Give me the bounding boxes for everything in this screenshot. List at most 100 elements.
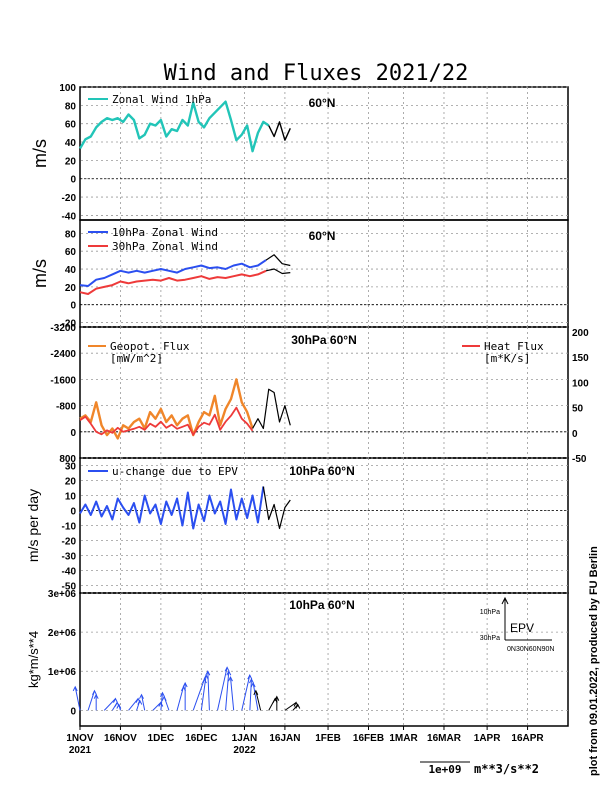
y-tick-label: 0: [70, 301, 76, 312]
legend-label: 10hPa Zonal Wind: [112, 226, 218, 239]
y-tick-label: -40: [62, 567, 77, 578]
y-tick-label: 30: [65, 462, 77, 473]
inset-xticks: 0N30N60N90N: [507, 646, 554, 653]
y-tick-label: 60: [65, 120, 77, 131]
epv-arrow: [87, 690, 95, 711]
x-year-label: 2021: [69, 745, 92, 756]
epv-arrowhead: [274, 695, 280, 701]
y-tick-label: -3200: [50, 323, 76, 334]
y-tick-label: 40: [65, 138, 77, 149]
epv-arrowhead: [137, 699, 143, 705]
epv-arrow: [225, 671, 230, 711]
epv-arrowhead: [158, 701, 164, 707]
epv-arrowhead: [160, 691, 165, 697]
epv-arrow: [200, 675, 207, 711]
y-tick-label: -800: [56, 402, 76, 413]
vector-scale-label: 1e+09: [428, 763, 461, 776]
series-line: [79, 259, 267, 287]
series-line: [265, 268, 291, 275]
y-axis-label: m/s per day: [25, 489, 41, 562]
series-line: [265, 254, 291, 267]
series-line: [262, 486, 291, 530]
y-tick-label: -2400: [50, 349, 76, 360]
y-tick-label: -10: [62, 522, 77, 533]
epv-arrow: [176, 686, 184, 711]
y-tick-label: 20: [65, 283, 77, 294]
y-axis-label: m/s: [30, 259, 50, 288]
panel-frame: [79, 592, 569, 727]
x-tick-label: 1NOV: [66, 733, 94, 744]
epv-arrowhead: [93, 693, 99, 699]
y-tick-label: 0: [70, 507, 76, 518]
panel-label: 30hPa 60°N: [291, 333, 357, 347]
y-tick-label: 80: [65, 101, 77, 112]
epv-arrow: [128, 698, 139, 711]
x-tick-label: 1JAN: [232, 733, 258, 744]
epv-arrow: [160, 692, 163, 711]
y-tick-label: -20: [62, 537, 77, 548]
data-marks: [72, 100, 301, 711]
series-line: [78, 100, 270, 153]
x-tick-label: 1MAR: [389, 733, 418, 744]
y-tick-label: -40: [62, 211, 77, 222]
y-tick-label: 20: [65, 477, 77, 488]
legend-label: Zonal Wind 1hPa: [112, 93, 211, 106]
epv-arrow: [255, 690, 262, 711]
y-tick-label: 40: [65, 265, 77, 276]
y-tick-label-right: 50: [572, 404, 584, 415]
inset-arrowhead: [501, 596, 509, 605]
inset-ytick: 30hPa: [480, 635, 500, 642]
y-tick-label: 0: [70, 175, 76, 186]
series-line: [252, 388, 291, 430]
legend-units: [mW/m^2]: [110, 352, 163, 365]
x-tick-label: 1FEB: [315, 733, 341, 744]
y-tick-label: 0: [70, 706, 76, 717]
x-tick-label: 16DEC: [185, 733, 217, 744]
y-tick-label: 2e+06: [48, 628, 77, 639]
epv-arrow: [207, 671, 210, 711]
epv-arrowhead: [247, 674, 253, 680]
legend-label: 30hPa Zonal Wind: [112, 240, 218, 253]
y-tick-label-right: 100: [572, 378, 589, 389]
x-tick-label: 1APR: [474, 733, 501, 744]
y-tick-label: -50: [62, 582, 77, 593]
vector-scale-units: m**3/s**2: [474, 762, 539, 776]
epv-arrow: [103, 698, 116, 711]
epv-arrow: [241, 675, 251, 711]
series-line: [79, 406, 254, 436]
epv-arrowhead: [253, 689, 259, 696]
y-tick-label: 800: [59, 454, 76, 465]
x-year-label: 2022: [233, 745, 256, 756]
x-tick-label: 1DEC: [148, 733, 175, 744]
y-tick-label-right: 0: [572, 429, 578, 440]
panel-label: 60°N: [309, 229, 336, 243]
x-tick-label: 16NOV: [104, 733, 137, 744]
y-tick-label-right: 200: [572, 328, 589, 339]
epv-arrowhead: [205, 670, 211, 676]
credit-text: plot from 09.01.2022, produced by FU Ber…: [588, 546, 600, 776]
epv-arrow: [74, 686, 81, 711]
y-tick-label: 100: [59, 83, 76, 94]
series-line: [268, 121, 291, 141]
epv-arrowhead: [224, 666, 230, 672]
epv-arrowhead: [139, 693, 144, 699]
x-tick-label: 16MAR: [427, 733, 462, 744]
y-tick-label: 60: [65, 247, 77, 258]
panel-label: 60°N: [309, 96, 336, 110]
legend-label: Geopot. Flux: [110, 340, 190, 353]
y-tick-label-right: -50: [572, 454, 587, 465]
inset-label: EPV: [510, 621, 534, 635]
y-tick-label: -30: [62, 552, 77, 563]
x-tick-label: 16APR: [511, 733, 544, 744]
epv-arrow: [217, 667, 228, 711]
y-tick-label: -1600: [50, 375, 76, 386]
legend-label: Heat Flux: [484, 340, 544, 353]
x-tick-label: 16FEB: [353, 733, 384, 744]
epv-arrowhead: [249, 677, 254, 684]
epv-arrow: [284, 702, 297, 711]
epv-arrow: [141, 694, 146, 711]
y-tick-label: -20: [62, 193, 77, 204]
epv-arrowhead: [116, 703, 122, 709]
